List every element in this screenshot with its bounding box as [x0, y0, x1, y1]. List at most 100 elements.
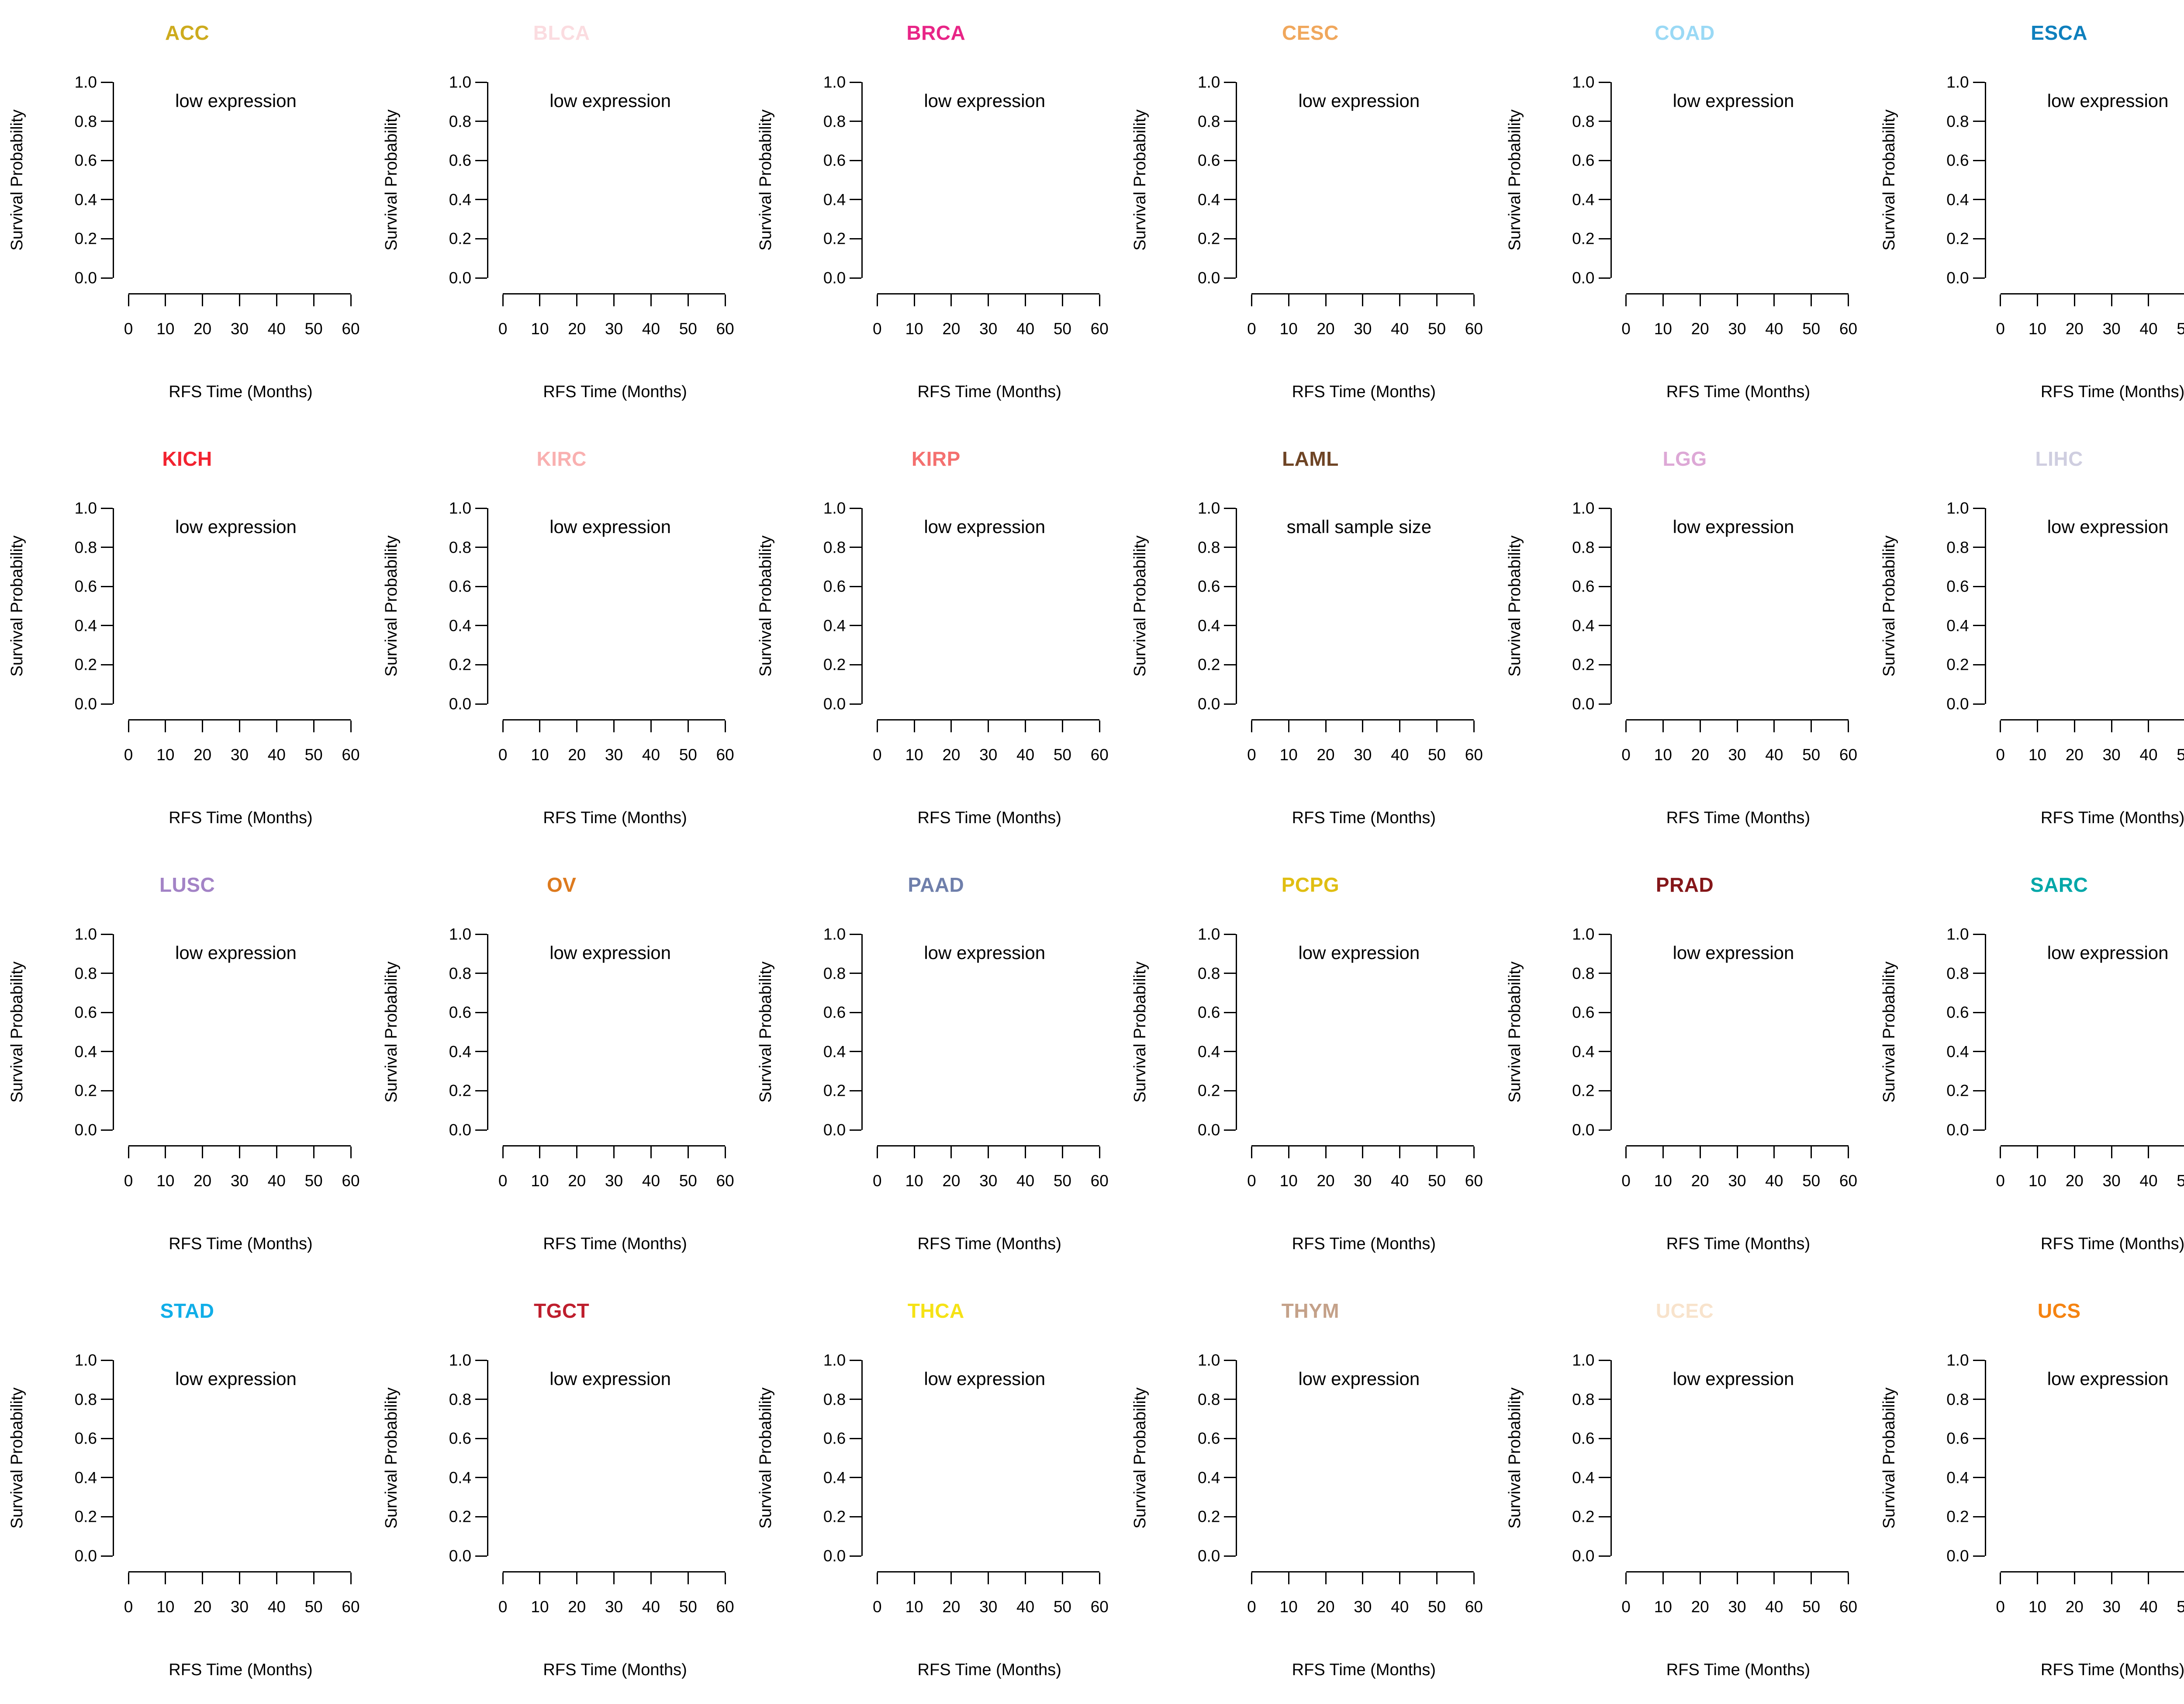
- y-axis-tick-label: 0.6: [449, 151, 472, 170]
- y-axis-tick: [1224, 703, 1236, 705]
- x-axis-tick-label: 30: [1354, 320, 1372, 338]
- y-axis-tick-label: 0.6: [1197, 1003, 1220, 1022]
- x-axis-title: RFS Time (Months): [917, 1235, 1061, 1253]
- x-axis-tick-label: 60: [342, 1598, 360, 1616]
- x-axis-tick-label: 40: [1391, 320, 1409, 338]
- y-axis-tick: [1973, 1516, 1985, 1517]
- x-axis-tick-label: 30: [605, 320, 623, 338]
- survival-panel-prad: PRAD Survival Probability RFS Time (Months…: [1498, 852, 1872, 1278]
- y-axis-tick-label: 1.0: [1197, 499, 1220, 517]
- y-axis-tick: [1973, 585, 1985, 587]
- survival-panel-thca: THCA Survival Probability RFS Time (Months…: [749, 1278, 1123, 1704]
- panel-title: THCA: [907, 1299, 964, 1322]
- panel-title: UCEC: [1655, 1299, 1714, 1322]
- y-axis-tick-label: 0.4: [1946, 616, 1969, 635]
- x-axis-line: [1626, 293, 1849, 294]
- x-axis-tick: [1325, 720, 1327, 732]
- x-axis-tick-label: 0: [1247, 746, 1256, 764]
- x-axis-tick-label: 20: [942, 746, 961, 764]
- y-axis-tick-label: 0.6: [1572, 1003, 1595, 1022]
- y-axis-tick: [1598, 277, 1610, 279]
- x-axis-tick-label: 60: [1465, 320, 1483, 338]
- x-axis-tick: [239, 1572, 240, 1584]
- x-axis-tick: [165, 720, 166, 732]
- x-axis-tick-label: 0: [1247, 320, 1256, 338]
- x-axis-tick: [650, 720, 652, 732]
- x-axis-tick: [1251, 1146, 1252, 1158]
- x-axis-tick: [2148, 1572, 2149, 1584]
- y-axis-tick-label: 0.4: [449, 190, 472, 209]
- y-axis-tick: [1224, 547, 1236, 548]
- y-axis-tick-label: 0.4: [1572, 616, 1595, 635]
- y-axis-title: Survival Probability: [1880, 961, 1898, 1103]
- x-axis-tick-label: 10: [531, 320, 549, 338]
- y-axis-tick: [1224, 973, 1236, 974]
- panel-title: OV: [546, 873, 577, 896]
- x-axis-tick-label: 10: [1654, 1598, 1672, 1616]
- x-axis-tick-label: 0: [872, 746, 882, 764]
- panel-title: LIHC: [2035, 447, 2083, 470]
- x-axis-tick: [1325, 294, 1327, 306]
- x-axis-tick-label: 30: [230, 1598, 249, 1616]
- x-axis-tick-label: 10: [2028, 746, 2047, 764]
- panel-title: LUSC: [159, 873, 215, 896]
- x-axis-tick: [1025, 1572, 1026, 1584]
- x-axis-tick: [202, 1146, 204, 1158]
- y-axis-tick: [850, 277, 862, 279]
- y-axis-tick-label: 0.0: [823, 1121, 846, 1139]
- x-axis-tick-label: 0: [1996, 1172, 2005, 1190]
- y-axis-tick: [850, 585, 862, 587]
- y-axis-title: Survival Probability: [1505, 535, 1524, 677]
- x-axis-tick: [2148, 720, 2149, 732]
- y-axis-tick-label: 0.4: [74, 1042, 97, 1061]
- y-axis-tick-label: 0.0: [1197, 1547, 1220, 1565]
- x-axis-tick-label: 40: [2139, 1598, 2158, 1616]
- x-axis-tick-label: 0: [498, 320, 508, 338]
- y-axis-tick-label: 0.0: [74, 1547, 97, 1565]
- x-axis-tick-label: 30: [979, 746, 998, 764]
- y-axis-tick: [1598, 933, 1610, 935]
- x-axis-tick-label: 40: [267, 320, 286, 338]
- x-axis-tick-label: 40: [1765, 1172, 1783, 1190]
- y-axis-tick-label: 0.6: [823, 577, 846, 596]
- x-axis-line: [2000, 1571, 2184, 1572]
- y-axis-tick: [1973, 238, 1985, 239]
- y-axis-tick-label: 0.2: [74, 229, 97, 248]
- y-axis-line: [1610, 508, 1612, 704]
- panel-title: THYM: [1281, 1299, 1340, 1322]
- y-axis-tick: [1973, 547, 1985, 548]
- x-axis-tick-label: 0: [872, 1172, 882, 1190]
- y-axis-tick-label: 1.0: [823, 499, 846, 517]
- x-axis-tick: [1736, 1146, 1738, 1158]
- y-axis-title: Survival Probability: [1131, 535, 1150, 677]
- x-axis-title: RFS Time (Months): [917, 809, 1061, 827]
- x-axis-line: [2000, 293, 2184, 294]
- x-axis-tick: [876, 720, 878, 732]
- y-axis-tick: [101, 507, 113, 509]
- y-axis-tick: [1224, 1359, 1236, 1361]
- x-axis-tick-label: 40: [1391, 1598, 1409, 1616]
- x-axis-tick: [2148, 1146, 2149, 1158]
- x-axis-tick: [1662, 294, 1664, 306]
- x-axis-tick-label: 20: [2065, 746, 2084, 764]
- x-axis-title: RFS Time (Months): [1292, 1235, 1436, 1253]
- x-axis-tick-label: 30: [979, 1172, 998, 1190]
- x-axis-tick: [276, 720, 277, 732]
- x-axis-tick-label: 30: [979, 1598, 998, 1616]
- y-axis-tick: [1598, 507, 1610, 509]
- y-axis-tick-label: 0.6: [823, 151, 846, 170]
- x-axis-tick: [1811, 720, 1812, 732]
- x-axis-tick-label: 30: [1728, 1598, 1746, 1616]
- x-axis-tick-label: 50: [1802, 1598, 1821, 1616]
- x-axis-tick: [576, 1572, 578, 1584]
- y-axis-tick: [475, 933, 487, 935]
- y-axis-tick-label: 0.6: [1197, 577, 1220, 596]
- x-axis-tick: [313, 720, 314, 732]
- x-axis-tick: [1251, 1572, 1252, 1584]
- y-axis-tick: [101, 1011, 113, 1013]
- survival-panel-cesc: CESC Survival Probability RFS Time (Months…: [1123, 0, 1497, 426]
